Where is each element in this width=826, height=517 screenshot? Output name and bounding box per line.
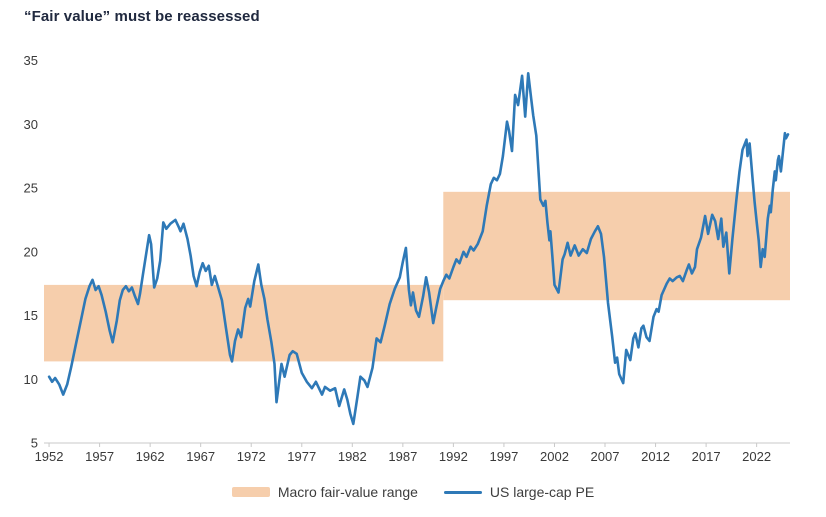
y-tick-label: 35	[24, 53, 38, 68]
x-tick-label: 1997	[489, 449, 518, 464]
y-tick-label: 15	[24, 308, 38, 323]
legend-item-us-large-cap-pe: US large-cap PE	[443, 484, 595, 500]
x-tick-label: 1972	[237, 449, 266, 464]
y-tick-label: 25	[24, 181, 38, 196]
line-swatch	[443, 490, 482, 494]
x-tick-label: 2017	[692, 449, 721, 464]
y-tick-label: 30	[24, 117, 38, 132]
legend-item-fair-value-range: Macro fair-value range	[231, 484, 418, 500]
x-tick-label: 1967	[186, 449, 215, 464]
band-swatch	[231, 487, 270, 497]
x-tick-label: 1957	[85, 449, 114, 464]
x-tick-label: 2002	[540, 449, 569, 464]
chart-legend: Macro fair-value range US large-cap PE	[0, 484, 826, 500]
chart-title: “Fair value” must be reassessed	[24, 8, 260, 25]
pe-line-chart: 1952 1957 1962 1967 1972 1977 1982 1987 1992 1997…	[24, 53, 790, 464]
x-tick-label: 2012	[641, 449, 670, 464]
x-tick-label: 1977	[287, 449, 316, 464]
x-tick-label: 2022	[742, 449, 771, 464]
y-tick-label: 20	[24, 244, 38, 259]
fair-value-band-2	[443, 191, 790, 301]
x-tick-label: 1982	[338, 449, 367, 464]
x-tick-label: 1952	[35, 449, 64, 464]
legend-label-band: Macro fair-value range	[277, 484, 418, 500]
legend-label-line: US large-cap PE	[489, 484, 595, 500]
x-tick-label: 1992	[439, 449, 468, 464]
x-tick-label: 1987	[388, 449, 417, 464]
x-tick-label: 2007	[591, 449, 620, 464]
y-tick-label: 5	[31, 436, 38, 451]
x-tick-label: 1962	[136, 449, 165, 464]
y-tick-label: 10	[24, 372, 38, 387]
us-large-cap-pe-line	[47, 72, 790, 426]
